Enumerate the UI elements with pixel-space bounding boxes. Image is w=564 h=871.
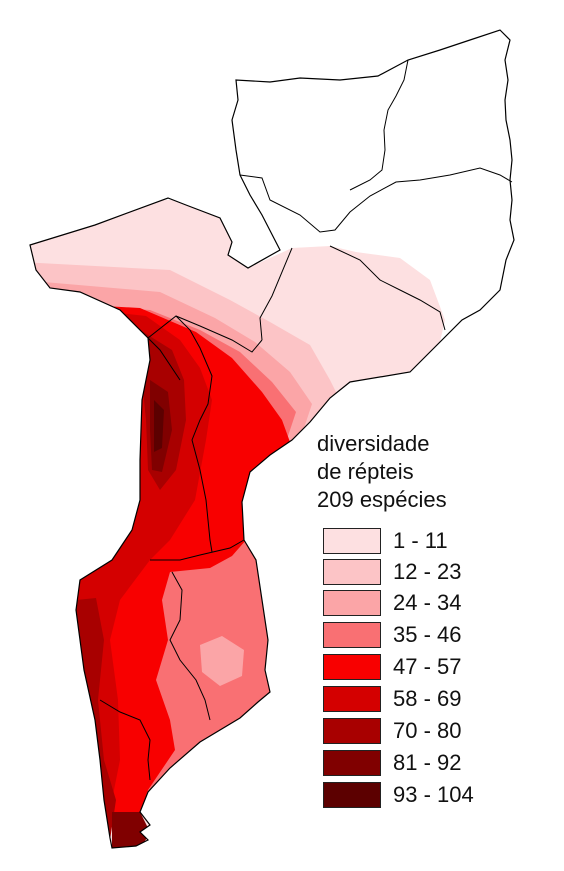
legend-label: 24 - 34 xyxy=(393,590,462,615)
boundary-niassa-nampula xyxy=(239,167,513,233)
legend-label: 35 - 46 xyxy=(393,622,462,647)
boundary-tete-manica xyxy=(147,315,263,353)
boundary-niassa-cabo-delgado xyxy=(349,59,409,191)
zone-24-34-patch xyxy=(200,636,244,686)
legend-label: 81 - 92 xyxy=(393,750,462,775)
legend-swatch xyxy=(323,750,381,776)
legend-swatch xyxy=(323,622,381,648)
legend-label: 1 - 11 xyxy=(393,528,448,553)
legend-swatch xyxy=(323,718,381,744)
zone-1-11 xyxy=(30,200,445,848)
boundary-nampula-zambezia xyxy=(329,245,446,331)
province-boundaries xyxy=(99,59,513,781)
legend-swatch xyxy=(323,559,381,585)
legend-swatch xyxy=(323,528,381,554)
zone-70-80-south xyxy=(30,580,116,848)
legend-label: 93 - 104 xyxy=(393,782,474,807)
zone-93-104 xyxy=(154,400,164,452)
legend-title-line3: 209 espécies xyxy=(317,487,447,512)
boundary-manica-sofala xyxy=(175,315,213,553)
legend-swatch xyxy=(323,590,381,616)
country-outline xyxy=(29,29,515,849)
legend-label: 70 - 80 xyxy=(393,718,462,743)
legend-swatch xyxy=(323,654,381,680)
legend-label: 58 - 69 xyxy=(393,686,462,711)
boundary-zambezi-river xyxy=(147,337,181,381)
legend-swatch xyxy=(323,686,381,712)
boundary-zambezia-west xyxy=(259,247,293,341)
legend-label: 47 - 57 xyxy=(393,654,462,679)
legend-title-line1: diversidade xyxy=(317,431,430,456)
boundary-inhambane-gaza xyxy=(169,571,211,721)
legend-label: 12 - 23 xyxy=(393,559,462,584)
legend-swatch xyxy=(323,782,381,808)
legend-title-line2: de répteis xyxy=(317,459,414,484)
zone-81-92-south xyxy=(112,812,150,848)
diversity-zones xyxy=(30,200,445,848)
boundary-sofala-inhambane xyxy=(150,539,245,561)
boundary-gaza-maputo xyxy=(99,699,151,781)
